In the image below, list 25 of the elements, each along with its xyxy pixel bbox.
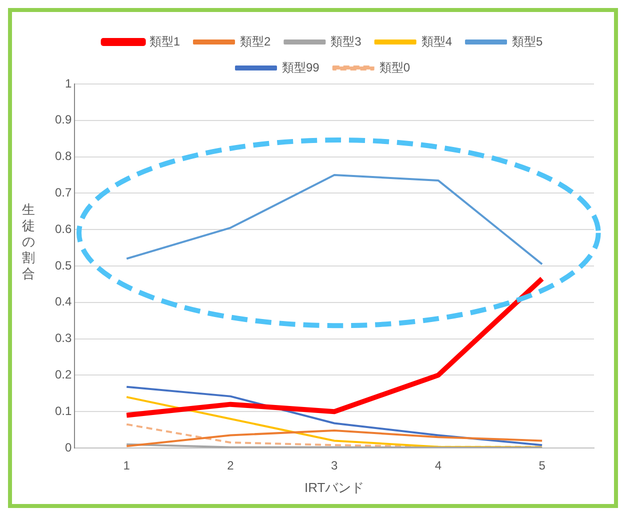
y-tick-label: 0.4	[54, 294, 72, 309]
legend-label: 類型1	[149, 34, 180, 48]
y-tick-label: 0.1	[54, 404, 72, 418]
y-tick-label: 0.2	[54, 368, 72, 382]
legend-label: 類型2	[240, 34, 271, 48]
y-tick-label: 0.3	[54, 331, 72, 346]
y-tick-label: 0.8	[54, 149, 72, 164]
legend-label: 類型99	[282, 60, 320, 74]
y-tick-label: 1	[64, 76, 72, 90]
x-tick-label: 5	[538, 458, 546, 473]
y-tick-label: 0.5	[54, 258, 72, 272]
x-tick-label: 3	[330, 458, 338, 473]
y-tick-label: 0	[64, 440, 72, 454]
y-axis-title: 生徒の割合	[22, 202, 35, 282]
y-tick-label: 0.7	[54, 186, 72, 200]
x-tick-label: 4	[434, 458, 442, 473]
legend-label: 類型0	[379, 60, 410, 74]
legend-label: 類型4	[421, 34, 452, 48]
x-tick-label: 2	[227, 458, 234, 473]
x-axis-title: IRTバンド	[304, 480, 364, 495]
legend-label: 類型5	[512, 34, 544, 48]
x-tick-label: 1	[123, 458, 130, 473]
legend-label: 類型3	[330, 34, 362, 48]
y-tick-label: 0.6	[54, 222, 72, 236]
y-tick-label: 0.9	[54, 112, 72, 127]
